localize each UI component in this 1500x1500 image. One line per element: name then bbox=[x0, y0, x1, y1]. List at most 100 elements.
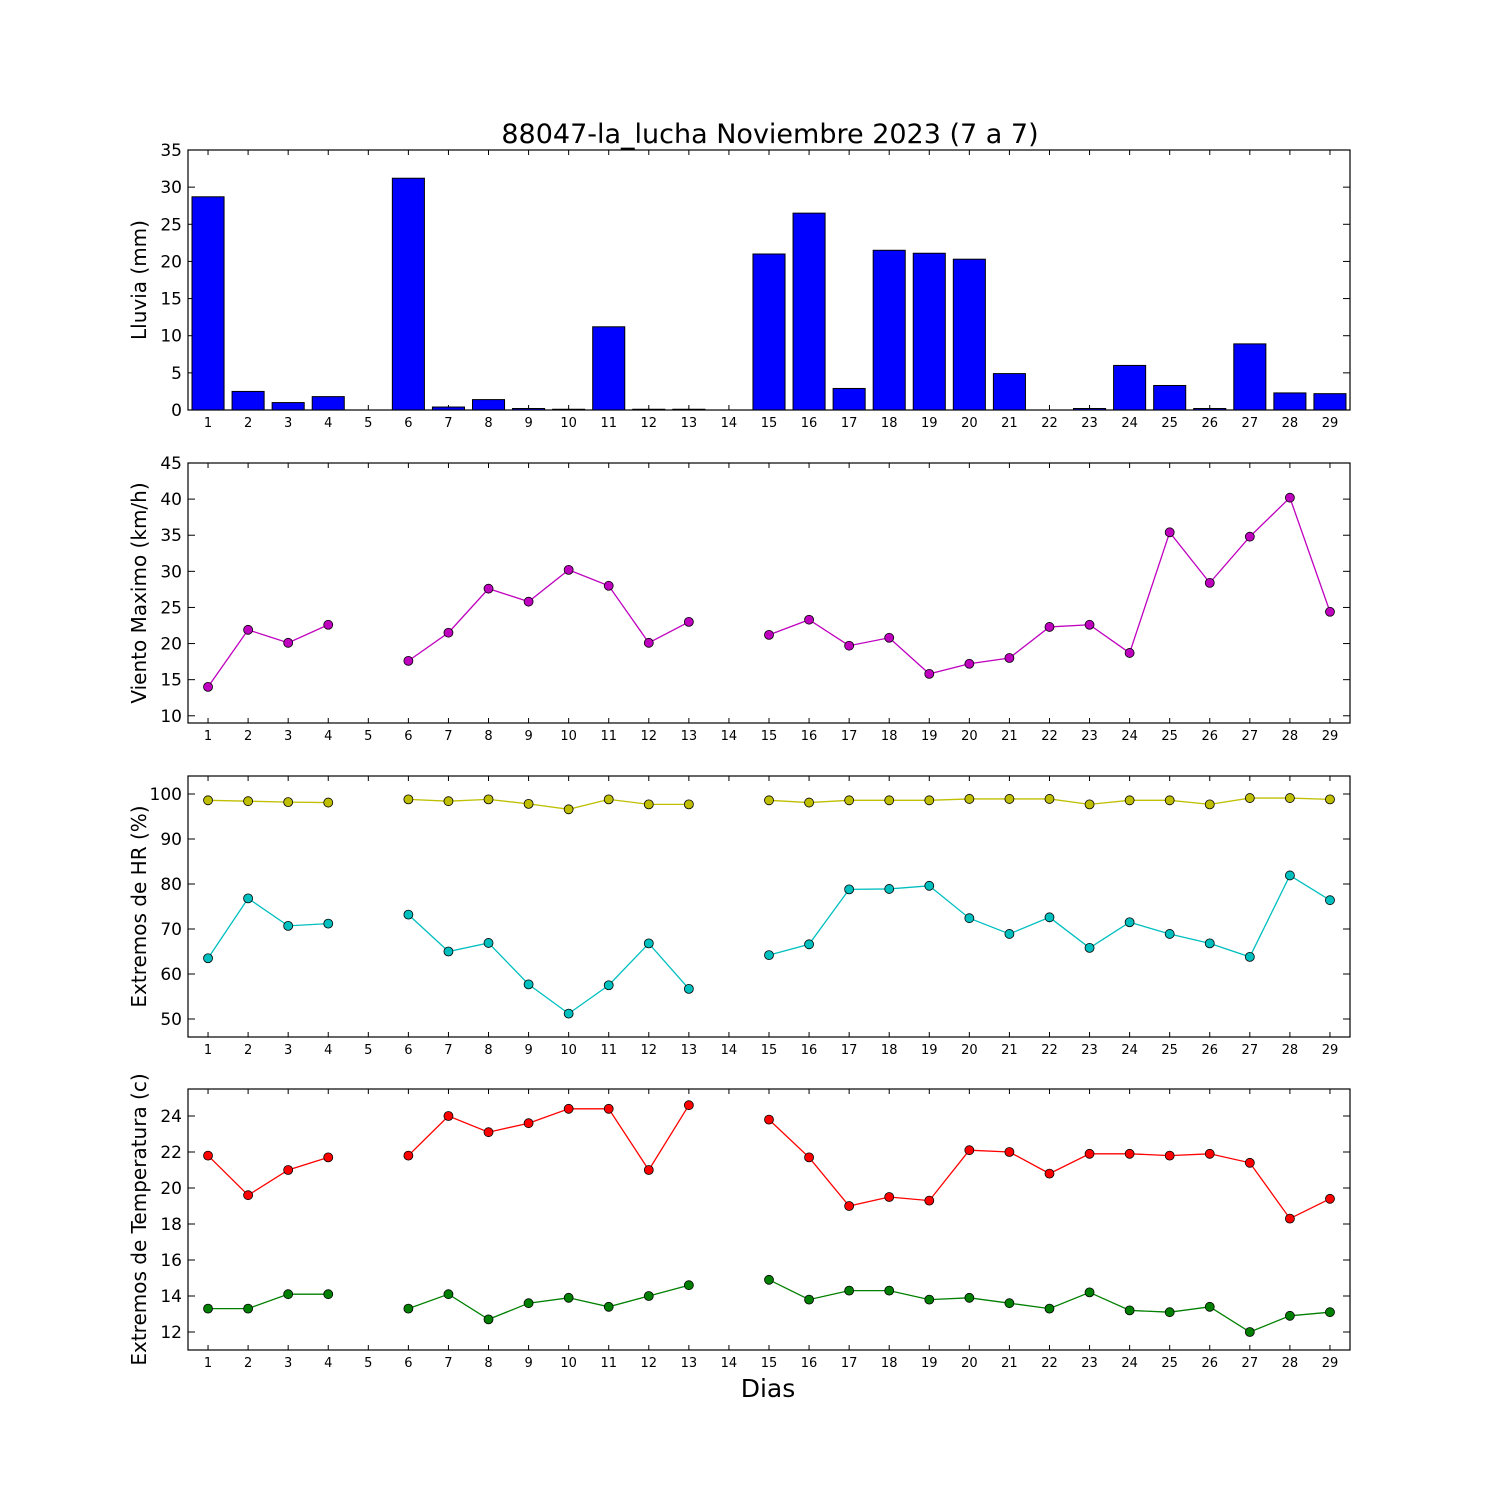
x-tick-label: 16 bbox=[801, 416, 818, 431]
data-point bbox=[523, 1298, 534, 1309]
y-tick-label: 40 bbox=[160, 490, 182, 510]
y-axis-label: Lluvia (mm) bbox=[127, 220, 151, 340]
panel-3: 1 2 3 4 5 6 7 8 9 10 11 12 13 14 15 16 17 18 19 20 21 22 23 24 2… bbox=[127, 775, 1351, 1058]
data-point bbox=[884, 632, 895, 643]
panel-1: 1 2 3 4 5 6 7 8 9 10 11 12 13 14 15 16 17 18 19 20 21 22 23 24 2… bbox=[127, 141, 1351, 431]
y-tick-label: 5 bbox=[171, 364, 182, 384]
data-point bbox=[563, 1103, 574, 1114]
data-point bbox=[643, 799, 654, 810]
x-tick-label: 23 bbox=[1081, 1356, 1098, 1371]
bar bbox=[992, 373, 1026, 411]
x-tick-label: 9 bbox=[524, 1043, 532, 1058]
x-tick-label: 3 bbox=[284, 729, 292, 744]
data-point bbox=[844, 795, 855, 806]
data-point bbox=[1164, 795, 1175, 806]
x-tick-label: 20 bbox=[961, 416, 978, 431]
data-point bbox=[483, 1127, 494, 1138]
x-tick-label: 2 bbox=[244, 729, 252, 744]
y-tick-label: 15 bbox=[160, 671, 182, 691]
data-point bbox=[403, 1303, 414, 1314]
x-tick-label: 22 bbox=[1041, 1356, 1058, 1371]
data-point bbox=[1084, 1287, 1095, 1298]
data-point bbox=[764, 950, 774, 960]
series-line bbox=[408, 798, 689, 810]
bar bbox=[792, 212, 826, 411]
y-tick-label: 25 bbox=[160, 598, 182, 618]
panel-2: 1 2 3 4 5 6 7 8 9 10 11 12 13 14 15 16 17 18 19 20 21 22 23 24 2… bbox=[127, 454, 1351, 744]
data-point bbox=[403, 909, 414, 920]
data-point bbox=[1244, 793, 1255, 803]
data-point bbox=[884, 795, 895, 806]
x-tick-label: 22 bbox=[1041, 416, 1058, 431]
data-point bbox=[643, 637, 654, 648]
x-tick-label: 13 bbox=[681, 1043, 698, 1058]
x-tick-label: 25 bbox=[1161, 416, 1178, 431]
data-point bbox=[483, 1314, 494, 1325]
bar bbox=[1233, 343, 1267, 411]
x-tick-label: 5 bbox=[364, 729, 372, 744]
x-tick-label: 28 bbox=[1282, 1043, 1299, 1058]
bar bbox=[632, 408, 666, 411]
data-point bbox=[844, 1201, 855, 1211]
x-tick-label: 12 bbox=[641, 1043, 658, 1058]
bar bbox=[311, 396, 345, 411]
data-point bbox=[964, 1145, 975, 1156]
x-tick-label: 16 bbox=[801, 729, 818, 744]
data-point bbox=[1044, 1303, 1055, 1314]
x-tick-label: 15 bbox=[761, 1043, 778, 1058]
data-point bbox=[443, 946, 454, 957]
data-point bbox=[764, 629, 774, 640]
x-tick-label: 5 bbox=[364, 416, 372, 431]
y-tick-label: 0 bbox=[171, 401, 182, 421]
data-point bbox=[403, 655, 414, 666]
x-tick-label: 20 bbox=[961, 1043, 978, 1058]
x-tick-label: 19 bbox=[921, 729, 938, 744]
x-tick-label: 24 bbox=[1121, 1043, 1138, 1058]
x-tick-label: 2 bbox=[244, 1356, 252, 1371]
y-axis-label: Extremos de HR (%) bbox=[127, 805, 151, 1007]
data-point bbox=[844, 1285, 855, 1296]
data-point bbox=[964, 1292, 975, 1303]
x-tick-label: 8 bbox=[484, 729, 492, 744]
data-point bbox=[1084, 799, 1095, 810]
data-point bbox=[403, 1150, 414, 1161]
x-tick-label: 7 bbox=[444, 416, 452, 431]
data-point bbox=[1164, 527, 1175, 538]
data-point bbox=[683, 1100, 694, 1111]
data-point bbox=[1124, 1148, 1135, 1159]
x-tick-label: 29 bbox=[1322, 729, 1339, 744]
y-tick-label: 45 bbox=[160, 454, 182, 474]
data-point bbox=[283, 797, 294, 807]
plot-frame bbox=[187, 462, 1351, 724]
x-tick-label: 24 bbox=[1121, 729, 1138, 744]
data-point bbox=[1004, 653, 1015, 663]
data-point bbox=[964, 913, 975, 924]
y-tick-label: 12 bbox=[160, 1323, 182, 1343]
data-point bbox=[1284, 1310, 1295, 1321]
x-tick-label: 9 bbox=[524, 1356, 532, 1371]
bar bbox=[952, 258, 986, 411]
x-tick-label: 20 bbox=[961, 1356, 978, 1371]
x-tick-label: 2 bbox=[244, 1043, 252, 1058]
series-line bbox=[207, 897, 329, 959]
data-point bbox=[483, 583, 494, 594]
x-tick-label: 4 bbox=[324, 1356, 332, 1371]
data-point bbox=[1124, 917, 1135, 928]
data-point bbox=[323, 1152, 334, 1163]
y-tick-label: 70 bbox=[160, 920, 182, 940]
x-tick-label: 6 bbox=[404, 416, 412, 431]
data-point bbox=[643, 938, 654, 949]
data-point bbox=[964, 658, 975, 669]
x-tick-label: 5 bbox=[364, 1356, 372, 1371]
series-line bbox=[407, 914, 690, 1015]
series-1 bbox=[203, 1100, 1335, 1224]
data-point bbox=[844, 884, 855, 895]
bar bbox=[752, 253, 786, 411]
data-point bbox=[1164, 1307, 1175, 1318]
bar bbox=[1073, 408, 1107, 411]
data-point bbox=[643, 1291, 654, 1301]
y-tick-label: 20 bbox=[160, 252, 182, 272]
x-tick-label: 6 bbox=[404, 729, 412, 744]
data-point bbox=[1204, 577, 1215, 588]
data-point bbox=[1284, 793, 1295, 803]
